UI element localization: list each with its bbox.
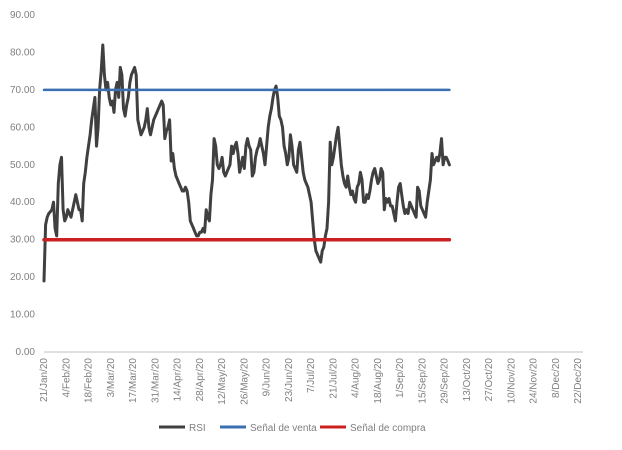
y-tick-label: 20.00 (10, 272, 35, 283)
x-tick-label: 9/Jun/20 (262, 358, 273, 397)
x-tick-label: 8/Dec/20 (551, 358, 562, 398)
y-tick-label: 70.00 (10, 85, 35, 96)
y-axis-tick-labels: 0.00 10.00 20.00 30.00 40.00 50.00 60.00 70.00 8… (10, 10, 35, 358)
series-lines (42, 43, 452, 283)
x-tick-label: 22/Dec/20 (573, 358, 584, 404)
x-tick-label: 27/Oct/20 (484, 358, 495, 402)
y-tick-label: 50.00 (10, 160, 35, 171)
x-tick-label: 18/Feb/20 (84, 358, 95, 403)
series-line-rsi (42, 43, 451, 283)
x-tick-label: 3/Mar/20 (106, 358, 117, 398)
x-tick-label: 4/Aug/20 (351, 358, 362, 398)
legend-label: Señal de venta (250, 423, 317, 434)
x-tick-label: 12/May/20 (217, 358, 228, 405)
x-tick-label: 15/Sep/20 (417, 358, 428, 404)
x-tick-label: 21/Jan/20 (39, 358, 50, 402)
y-tick-label: 90.00 (10, 10, 35, 21)
x-axis-tick-labels: 21/Jan/20 4/Feb/20 18/Feb/20 3/Mar/20 17/Mar… (39, 358, 584, 405)
y-tick-label: 0.00 (16, 347, 36, 358)
x-tick-label: 24/Nov/20 (529, 358, 540, 404)
x-tick-label: 31/Mar/20 (150, 358, 161, 403)
legend-label: Señal de compra (350, 423, 426, 434)
x-tick-label: 13/Oct/20 (462, 358, 473, 402)
y-tick-label: 10.00 (10, 310, 35, 321)
y-tick-label: 80.00 (10, 47, 35, 58)
x-tick-label: 28/Apr/20 (195, 358, 206, 402)
x-tick-label: 10/Nov/20 (506, 358, 517, 404)
y-tick-label: 30.00 (10, 235, 35, 246)
x-tick-label: 14/Apr/20 (173, 358, 184, 402)
x-tick-label: 17/Mar/20 (128, 358, 139, 403)
x-tick-label: 23/Jun/20 (284, 358, 295, 402)
x-tick-label: 4/Feb/20 (61, 358, 72, 398)
x-tick-label: 7/Jul/20 (306, 358, 317, 393)
legend-label: RSI (189, 423, 206, 434)
x-tick-label: 1/Sep/20 (395, 358, 406, 398)
x-tick-label: 18/Aug/20 (373, 358, 384, 404)
x-tick-label: 21/Jul/20 (328, 358, 339, 399)
legend: RSI Señal de venta Señal de compra (159, 423, 426, 434)
x-tick-label: 26/May/20 (239, 358, 250, 405)
x-tick-label: 29/Sep/20 (440, 358, 451, 404)
y-tick-label: 60.00 (10, 122, 35, 133)
y-tick-label: 40.00 (10, 197, 35, 208)
